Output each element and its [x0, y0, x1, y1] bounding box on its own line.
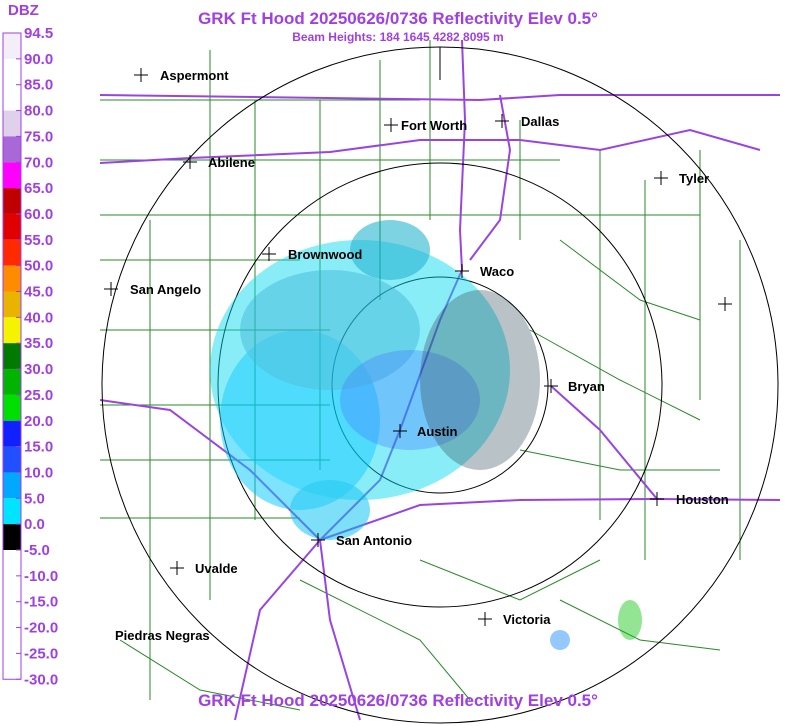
city-label: Austin [417, 424, 458, 439]
colorbar-swatch [3, 136, 21, 163]
city-marker [170, 561, 184, 575]
city-label: Aspermont [160, 68, 229, 83]
colorbar-label: -10.0 [24, 568, 58, 585]
city-label: Victoria [503, 612, 551, 627]
subtitle: Beam Heights: 184 1645 4282 8095 m [292, 30, 503, 44]
colorbar-label: 60.0 [24, 206, 53, 223]
colorbar-label: 25.0 [24, 387, 53, 404]
colorbar-label: 20.0 [24, 413, 53, 430]
city-marker [134, 68, 148, 82]
map: Aspermont Abilene Fort Worth Dallas Tyler Bro… [99, 39, 781, 724]
colorbar-swatch [3, 265, 21, 292]
city-marker [183, 155, 197, 169]
city-label: Abilene [208, 155, 255, 170]
city-label: Brownwood [288, 247, 362, 262]
colorbar-swatch [3, 550, 21, 576]
colorbar-label: 85.0 [24, 77, 53, 94]
colorbar-swatch [3, 110, 21, 137]
colorbar-label: 75.0 [24, 128, 53, 145]
city-marker [104, 282, 118, 296]
colorbar-label: 90.0 [24, 51, 53, 68]
colorbar-swatch [3, 627, 21, 654]
city-marker [311, 533, 325, 547]
colorbar-label: 15.0 [24, 439, 53, 456]
colorbar-swatch [3, 498, 21, 525]
colorbar-label: 80.0 [24, 103, 53, 120]
city-marker [654, 171, 668, 185]
city-label: San Antonio [336, 533, 412, 548]
colorbar-label: -5.0 [24, 542, 50, 559]
colorbar-label: 30.0 [24, 361, 53, 378]
colorbar-swatch [3, 472, 21, 499]
colorbar-label: 35.0 [24, 335, 53, 352]
colorbar-swatch [3, 343, 21, 370]
colorbar-swatch [3, 446, 21, 473]
colorbar-swatch [3, 575, 21, 602]
county-lines [100, 40, 741, 711]
colorbar-label: -30.0 [24, 671, 58, 688]
city-label: Piedras Negras [115, 628, 210, 643]
cities: Aspermont Abilene Fort Worth Dallas Tyler Bro… [104, 68, 729, 643]
colorbar-label: 55.0 [24, 232, 53, 249]
colorbar-label: -25.0 [24, 645, 58, 662]
city-marker [650, 492, 664, 506]
colorbar-swatch [3, 58, 21, 85]
colorbar-swatch [3, 524, 21, 550]
city-marker [478, 612, 492, 626]
footer-title: GRK Ft Hood 20250626/0736 Reflectivity E… [198, 691, 598, 710]
city-marker [393, 424, 407, 438]
colorbar-swatch [3, 394, 21, 421]
colorbar-swatch [3, 239, 21, 266]
colorbar-frame [2, 32, 22, 680]
colorbar-label: 0.0 [24, 516, 45, 533]
radar-echoes [210, 220, 642, 650]
city-label: Tyler [679, 171, 709, 186]
colorbar-swatch [3, 653, 21, 680]
city-marker [544, 379, 558, 393]
colorbar-swatch [3, 369, 21, 395]
colorbar-label: -20.0 [24, 620, 58, 637]
city-marker [384, 118, 398, 132]
city-label: Bryan [568, 379, 605, 394]
city-label: Waco [480, 264, 514, 279]
colorbar-swatch [3, 33, 21, 59]
colorbar-label: 10.0 [24, 464, 53, 481]
colorbar-swatch [3, 162, 21, 189]
city-label: Dallas [521, 114, 559, 129]
colorbar-label: 5.0 [24, 490, 45, 507]
colorbar-swatch [3, 84, 21, 111]
colorbar-label: 65.0 [24, 180, 53, 197]
colorbar-swatch [3, 601, 21, 628]
colorbar-label: 50.0 [24, 258, 53, 275]
city-label: Uvalde [195, 561, 238, 576]
city-label: Houston [676, 492, 729, 507]
colorbar-swatch [3, 291, 21, 318]
colorbar-unit: DBZ [8, 2, 39, 19]
colorbar-swatch [3, 213, 21, 240]
colorbar-swatch [3, 420, 21, 447]
colorbar-label: 45.0 [24, 284, 53, 301]
colorbar-label: 94.5 [24, 25, 53, 42]
city-label: San Angelo [130, 282, 201, 297]
city-marker [262, 247, 276, 261]
colorbar-label: -15.0 [24, 594, 58, 611]
colorbar-swatch [3, 188, 21, 214]
city-marker [718, 297, 732, 311]
colorbar-swatch [3, 317, 21, 344]
highways [99, 39, 781, 721]
colorbar-label: 70.0 [24, 154, 53, 171]
colorbar: 94.5 90.0 85.0 80.0 75.0 70.0 65.0 60.0 55.0 50.0… [2, 25, 58, 688]
colorbar-label: 40.0 [24, 309, 53, 326]
city-marker [495, 114, 509, 128]
city-label: Fort Worth [401, 118, 467, 133]
city-marker [455, 264, 469, 278]
title: GRK Ft Hood 20250626/0736 Reflectivity E… [198, 9, 598, 28]
